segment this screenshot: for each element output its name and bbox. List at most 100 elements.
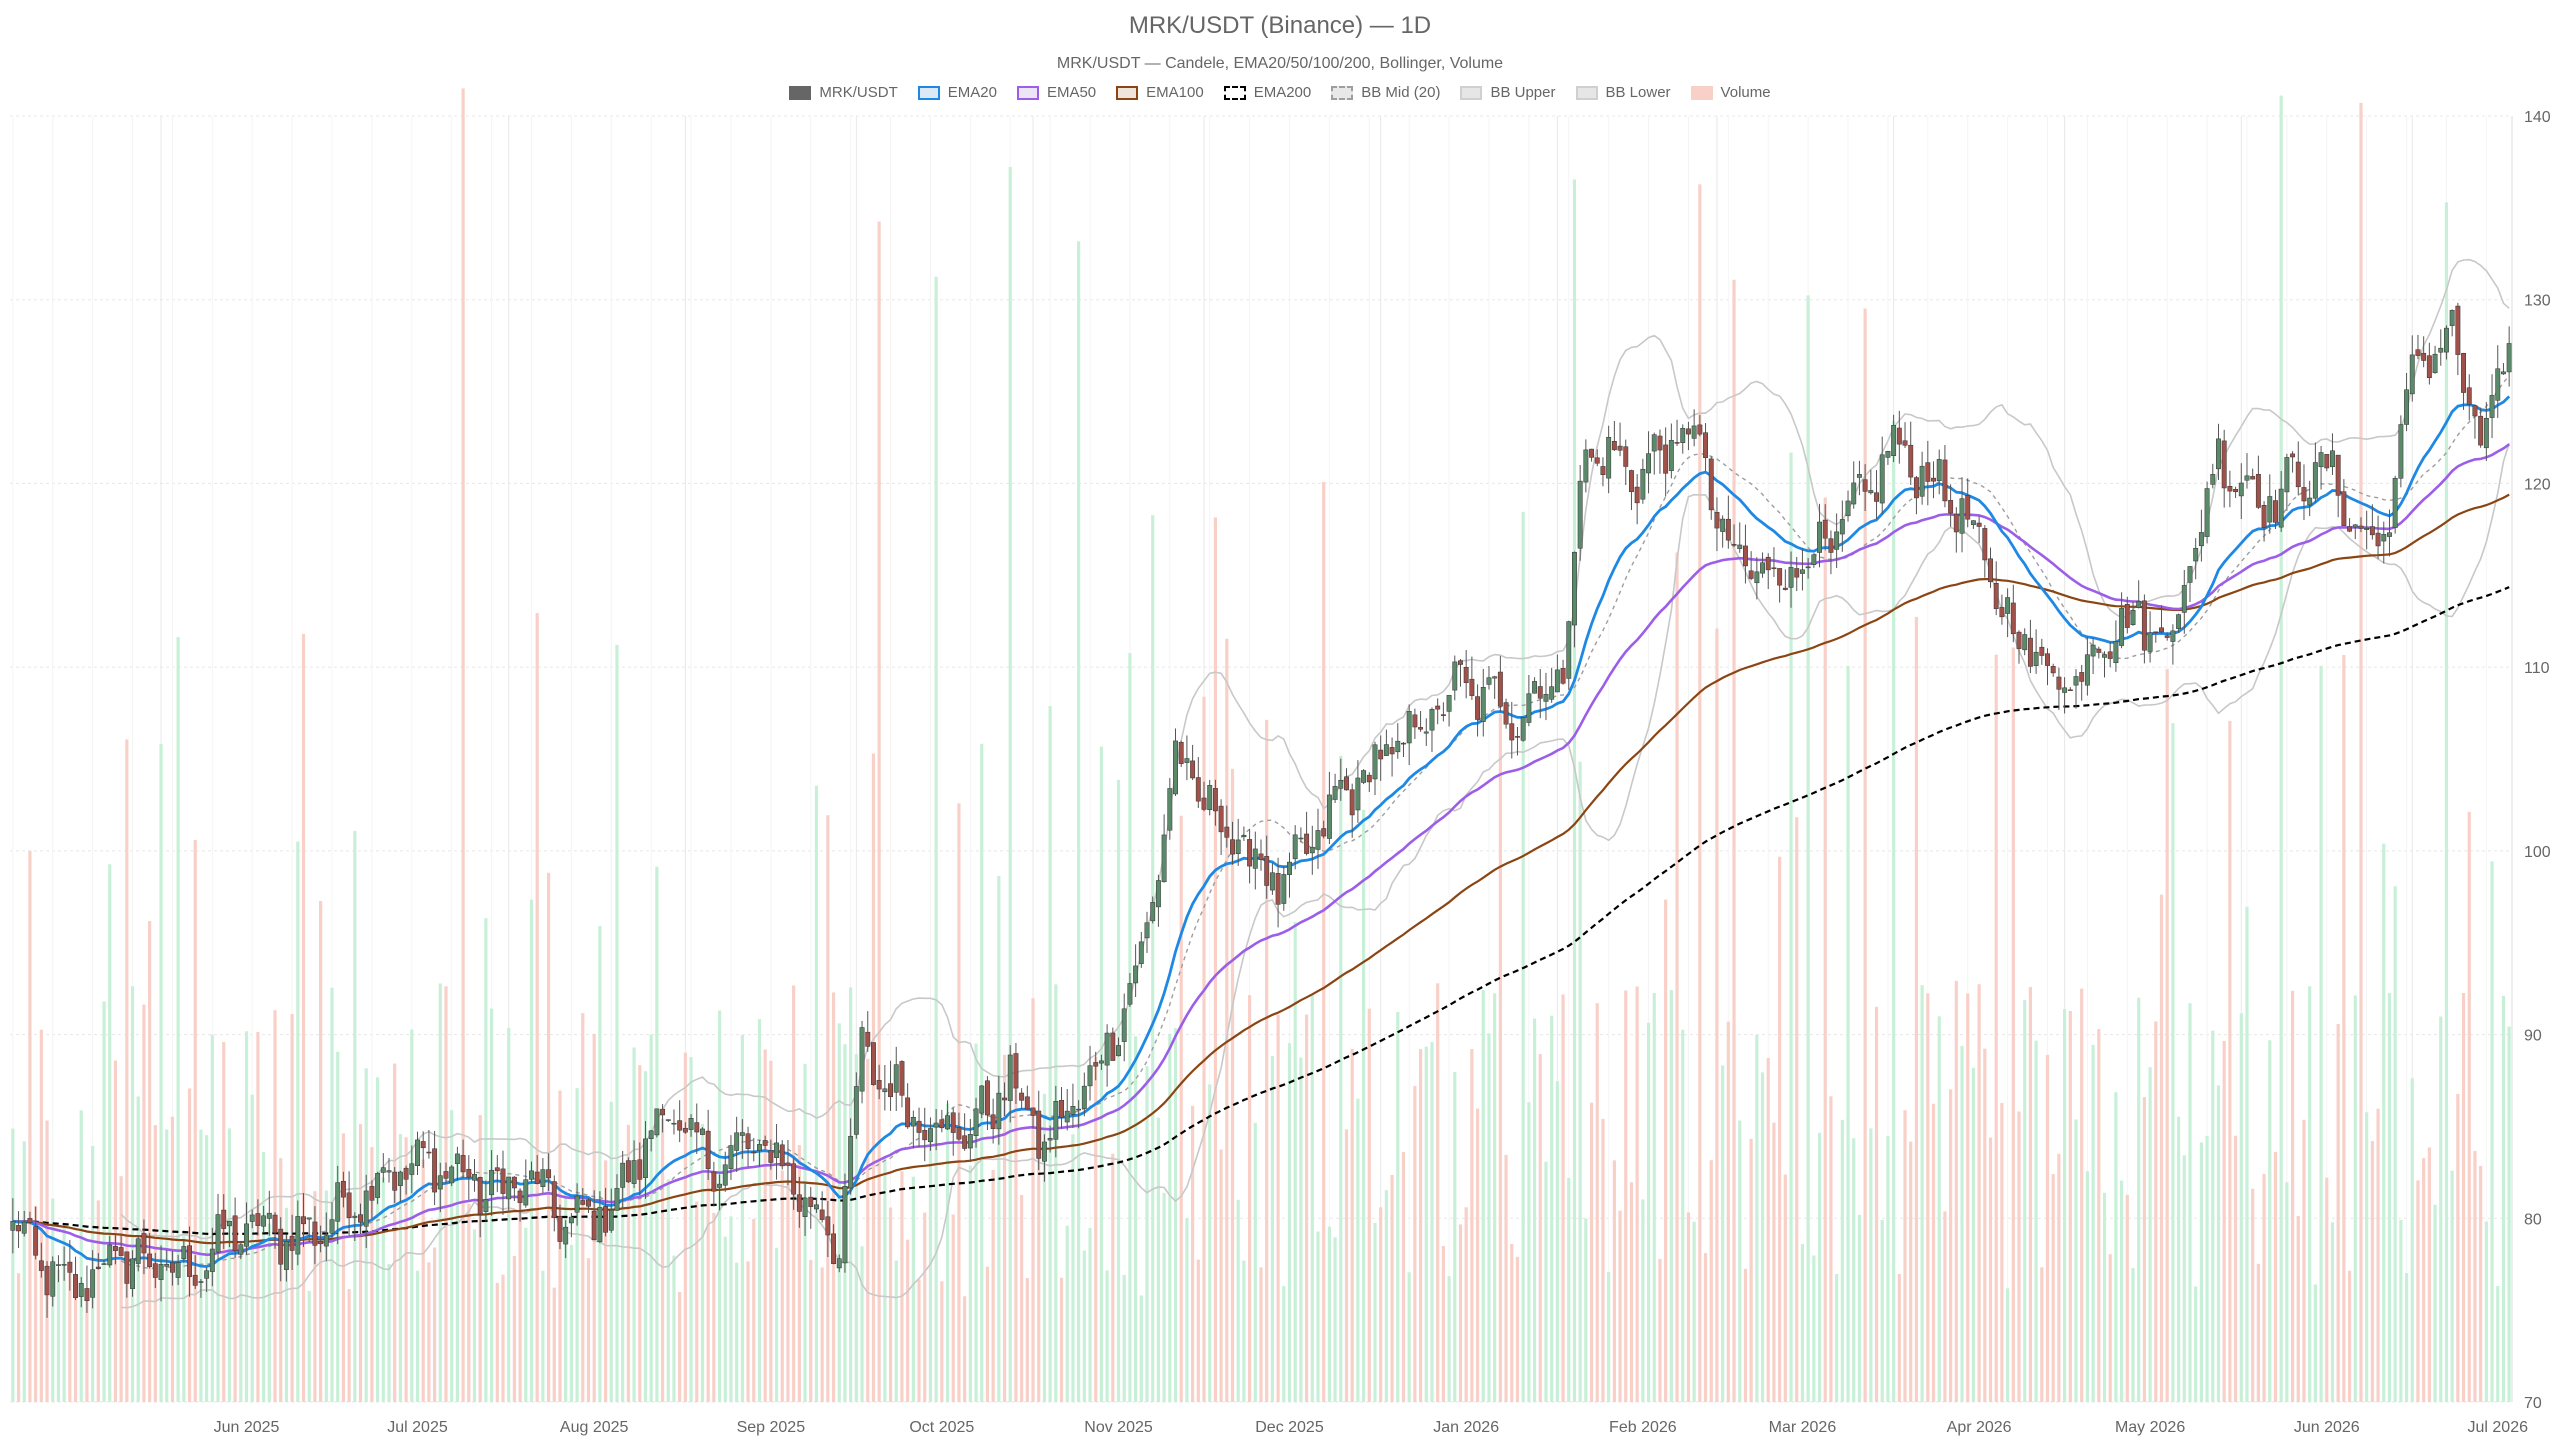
volume-bar <box>683 1052 687 1402</box>
volume-bar <box>1897 1274 1901 1402</box>
volume-bar <box>2057 1153 2061 1402</box>
volume-bar <box>267 1223 271 1402</box>
candle-body <box>2438 347 2444 353</box>
volume-bar <box>2194 1286 2198 1402</box>
volume-bar <box>928 1133 933 1402</box>
volume-bar <box>432 1247 437 1402</box>
volume-bar <box>1071 1134 1075 1402</box>
candle-body <box>591 1210 597 1241</box>
candle-body <box>967 1134 973 1149</box>
volume-bar <box>1584 1218 1588 1402</box>
volume-bar <box>1532 1018 1537 1402</box>
chart-legend: MRK/USDT EMA20 EMA50 EMA100 EMA200 BB Mid (20… <box>0 84 2560 101</box>
candle-body <box>2062 687 2068 693</box>
volume-bar <box>569 1244 573 1402</box>
volume-bar <box>1025 1278 1029 1402</box>
volume-bar <box>1248 995 1252 1402</box>
volume-bar <box>963 1296 967 1402</box>
candle-body <box>1760 562 1765 574</box>
candle-body <box>888 1083 893 1098</box>
volume-bar <box>233 1240 237 1402</box>
candle-body <box>2039 646 2045 656</box>
volume-bar <box>484 918 488 1402</box>
volume-bar <box>347 1289 351 1402</box>
volume-bar <box>820 1267 824 1402</box>
candle-body <box>1908 444 1914 478</box>
volume-bar <box>1880 1219 1884 1402</box>
volume-bar <box>2336 1023 2340 1402</box>
candle-body <box>489 1169 495 1196</box>
legend-item[interactable]: MRK/USDT <box>789 84 898 101</box>
volume-bar <box>2131 1267 2135 1402</box>
legend-item[interactable]: EMA200 <box>1223 84 1311 101</box>
candle-body <box>2444 327 2449 353</box>
candle-body <box>472 1174 477 1181</box>
volume-bar <box>1316 1231 1320 1402</box>
volume-bar <box>1270 1055 1274 1402</box>
legend-item[interactable]: EMA20 <box>917 84 997 101</box>
volume-bar <box>2308 986 2312 1402</box>
candle-body <box>1817 521 1822 553</box>
candle-body <box>2466 387 2472 405</box>
candle-body <box>1948 500 1954 514</box>
candle-body <box>2045 653 2050 666</box>
candle-body <box>130 1258 135 1289</box>
candle-body <box>1503 702 1509 725</box>
candle-body <box>1629 470 1634 493</box>
candle-body <box>1919 465 1925 497</box>
volume-bar <box>1310 994 1314 1402</box>
candle-body <box>392 1171 398 1191</box>
volume-bar <box>324 1190 328 1402</box>
legend-item[interactable]: BB Lower <box>1575 84 1671 101</box>
volume-bar <box>450 1110 454 1402</box>
volume-bar <box>1817 1132 1822 1402</box>
candle-body <box>437 1175 443 1190</box>
volume-bar <box>62 1225 66 1402</box>
volume-bar <box>2473 1151 2477 1402</box>
volume-bar <box>444 986 448 1402</box>
volume-bar <box>1703 1253 1708 1402</box>
candle-body <box>2387 532 2392 537</box>
candle-body <box>1640 468 1646 500</box>
volume-bar <box>1042 1093 1047 1402</box>
volume-bar <box>1892 420 1896 1402</box>
candle-body <box>352 1215 358 1218</box>
legend-item[interactable]: EMA100 <box>1116 84 1204 101</box>
volume-bar <box>28 851 32 1402</box>
candle-body <box>1799 569 1805 574</box>
volume-bar <box>39 1029 43 1402</box>
volume-bar <box>461 88 465 1402</box>
candle-body <box>1925 462 1931 482</box>
candle-body <box>990 1114 996 1129</box>
candle-body <box>101 1263 107 1265</box>
volume-bar <box>934 276 938 1402</box>
volume-bar <box>501 1274 505 1402</box>
legend-item[interactable]: BB Upper <box>1460 84 1556 101</box>
candle-body <box>1737 544 1743 549</box>
volume-bar <box>301 633 306 1402</box>
candle-body <box>1287 861 1292 875</box>
legend-item[interactable]: EMA50 <box>1016 84 1096 101</box>
candle-body <box>261 1215 267 1227</box>
volume-bar <box>2017 1111 2021 1402</box>
candle-body <box>1064 1110 1070 1123</box>
candle-body <box>1372 744 1378 780</box>
volume-bar <box>695 1201 699 1402</box>
candle-body <box>945 1115 950 1130</box>
candle-body <box>2352 524 2358 528</box>
volume-bar <box>546 872 551 1402</box>
volume-bar <box>22 1141 26 1402</box>
volume-bar <box>2256 1263 2260 1402</box>
volume-bar <box>1954 980 1958 1402</box>
legend-item[interactable]: BB Mid (20) <box>1331 84 1440 101</box>
candle-body <box>375 1173 381 1198</box>
volume-bar <box>1390 1174 1394 1402</box>
volume-bar <box>507 1027 511 1402</box>
candle-body <box>10 1220 16 1231</box>
legend-item[interactable]: Volume <box>1690 84 1771 101</box>
x-tick-label: Sep 2025 <box>737 1419 806 1436</box>
candle-body <box>1902 440 1908 446</box>
candle-body <box>825 1216 831 1236</box>
candle-body <box>739 1132 745 1136</box>
candle-body <box>33 1226 39 1256</box>
